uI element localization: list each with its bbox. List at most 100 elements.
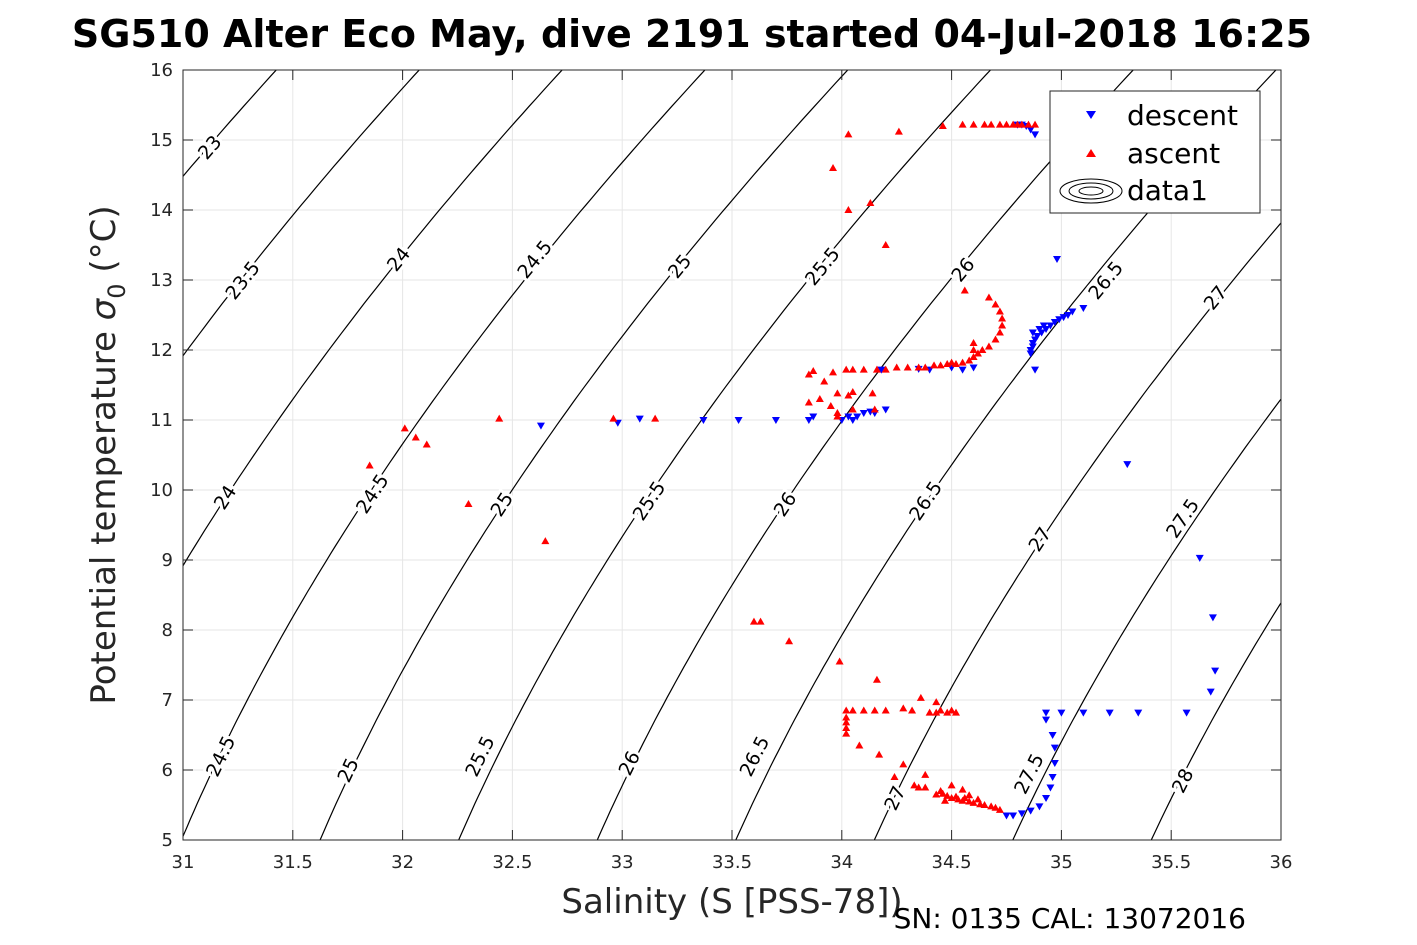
legend-marker-descent bbox=[1086, 111, 1096, 119]
legend-marker-data1 bbox=[1059, 178, 1123, 204]
ascent-point bbox=[833, 412, 842, 420]
ascent-point bbox=[943, 360, 952, 367]
descent-point bbox=[1042, 795, 1051, 802]
ascent-point bbox=[947, 358, 956, 366]
descent-point bbox=[1208, 614, 1217, 622]
ascent-point bbox=[991, 300, 1000, 308]
ascent-point bbox=[932, 708, 941, 716]
ascent-point bbox=[826, 402, 835, 409]
ascent-point bbox=[921, 363, 930, 371]
descent-point bbox=[1123, 461, 1132, 469]
ascent-point bbox=[984, 342, 993, 350]
descent-point bbox=[1048, 774, 1057, 781]
descent-point bbox=[635, 415, 644, 423]
ascent-point bbox=[973, 795, 982, 803]
descent-point bbox=[969, 364, 978, 372]
ascent-point bbox=[903, 363, 912, 371]
isopycnal-25 bbox=[319, 70, 849, 840]
descent-point bbox=[1182, 709, 1191, 717]
y-tick-label: 16 bbox=[150, 60, 173, 81]
ascent-point bbox=[829, 368, 838, 376]
y-axis-ticks: 5 6 7 8 9 10 11 12 13 14 15 16 bbox=[150, 60, 1281, 851]
descent-point bbox=[1050, 760, 1059, 767]
x-axis-ticks: 31 31.5 32 32.5 33 33.5 34 34.5 35 35.5 36 bbox=[172, 70, 1292, 873]
descent-point bbox=[1002, 812, 1011, 820]
x-tick-label: 33 bbox=[611, 852, 634, 873]
ascent-point bbox=[995, 328, 1004, 336]
ascent-point bbox=[932, 790, 941, 798]
ascent-point bbox=[464, 500, 473, 507]
descent-point bbox=[1042, 716, 1051, 724]
ascent-point bbox=[914, 783, 923, 791]
ascent-point bbox=[756, 617, 765, 625]
ascent-point bbox=[947, 706, 956, 714]
ascent-point bbox=[848, 365, 857, 373]
ascent-point bbox=[875, 750, 884, 758]
descent-point bbox=[1053, 256, 1062, 263]
ascent-point bbox=[973, 349, 982, 357]
ascent-point bbox=[899, 760, 908, 768]
descent-point bbox=[1211, 667, 1220, 675]
ascent-point bbox=[835, 657, 844, 665]
ascent-point bbox=[872, 365, 881, 373]
ascent-point bbox=[848, 706, 857, 714]
isopycnal-25-5 bbox=[458, 70, 992, 840]
ascent-point bbox=[848, 388, 857, 395]
descent-point bbox=[1028, 329, 1037, 337]
descent-point bbox=[958, 366, 967, 374]
y-axis-label-main: Potential temperature bbox=[84, 320, 124, 704]
ascent-point bbox=[995, 805, 1004, 813]
ascent-point bbox=[921, 770, 930, 778]
ascent-point bbox=[908, 706, 917, 714]
ascent-point bbox=[938, 789, 947, 797]
ascent-point bbox=[991, 335, 1000, 343]
ascent-point bbox=[820, 377, 829, 385]
ascent-point bbox=[855, 741, 864, 749]
descent-point bbox=[1079, 709, 1088, 717]
y-axis-label: Potential temperature σ0 (°C) bbox=[84, 205, 131, 704]
ascent-point bbox=[842, 713, 851, 721]
descent-point bbox=[1042, 709, 1051, 717]
descent-point bbox=[1046, 322, 1055, 330]
ascent-point bbox=[991, 803, 1000, 811]
y-tick-label: 11 bbox=[150, 410, 173, 431]
ascent-point bbox=[815, 395, 824, 402]
ascent-point bbox=[951, 708, 960, 716]
y-tick-label: 5 bbox=[162, 830, 173, 851]
ascent-point bbox=[969, 120, 978, 128]
ascent-point bbox=[881, 706, 890, 714]
descent-point bbox=[1055, 316, 1064, 324]
descent-point bbox=[734, 417, 743, 424]
y-tick-label: 12 bbox=[150, 340, 173, 361]
ascent-point bbox=[844, 206, 853, 213]
isopycnal-27 bbox=[873, 222, 1281, 840]
ascent-point bbox=[881, 365, 890, 373]
ascent-point bbox=[958, 358, 967, 366]
ascent-point bbox=[969, 346, 978, 353]
legend-marker-ascent bbox=[1086, 149, 1096, 157]
isopycnal-23 bbox=[183, 70, 278, 178]
descent-point bbox=[1031, 366, 1040, 374]
x-tick-label: 34 bbox=[830, 852, 853, 873]
descent-point bbox=[771, 417, 780, 424]
x-tick-label: 31 bbox=[172, 852, 195, 873]
ascent-point bbox=[960, 794, 969, 801]
ascent-point bbox=[899, 704, 908, 712]
descent-point bbox=[1026, 350, 1035, 358]
ascent-point bbox=[930, 361, 939, 369]
serial-calibration-note: SN: 0135 CAL: 13072016 bbox=[894, 902, 1246, 935]
ascent-point bbox=[859, 365, 868, 373]
y-axis-label-unit: (°C) bbox=[84, 205, 124, 283]
legend-box bbox=[1049, 90, 1261, 214]
descent-point bbox=[1035, 803, 1044, 811]
y-tick-label: 10 bbox=[150, 480, 173, 501]
descent-point bbox=[1105, 709, 1114, 717]
descent-point bbox=[1206, 688, 1215, 696]
descent-point bbox=[1009, 812, 1018, 820]
y-axis-label-subscript: 0 bbox=[103, 283, 131, 298]
ascent-point bbox=[969, 353, 978, 360]
ascent-point bbox=[978, 346, 987, 353]
isopycnal-28 bbox=[1150, 601, 1281, 840]
ascent-point bbox=[609, 414, 618, 422]
x-tick-label: 34.5 bbox=[932, 852, 972, 873]
